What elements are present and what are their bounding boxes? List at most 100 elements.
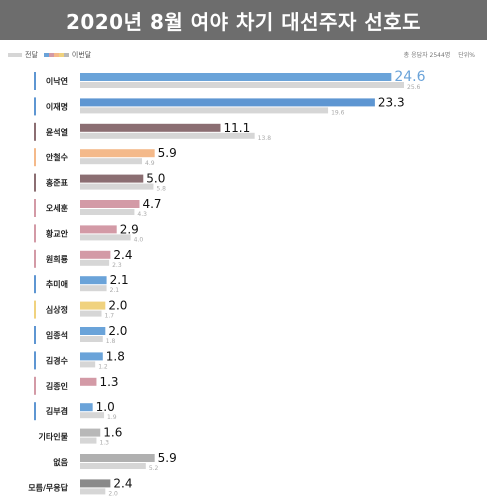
bar-current: [80, 479, 111, 488]
data-label-previous: 5.8: [156, 186, 166, 193]
data-label-previous: 2.0: [108, 490, 118, 497]
bar-current: [80, 250, 111, 259]
data-label-previous: 1.3: [99, 440, 109, 447]
data-label-current: 5.0: [146, 172, 165, 186]
data-label-current: 5.9: [158, 451, 177, 465]
category-label: 이재명: [46, 101, 68, 111]
bar-previous: [80, 412, 105, 419]
category-marker: [34, 275, 36, 294]
bar-current: [80, 174, 144, 183]
data-label-previous: 4.9: [145, 160, 155, 167]
legend-notes: 총 응답자 2544명 단위%: [398, 50, 475, 59]
bar-previous: [80, 310, 102, 317]
data-label-current: 1.8: [106, 349, 125, 363]
category-label: 김경수: [46, 355, 69, 365]
data-label-current: 11.1: [223, 121, 250, 135]
data-label-previous: 1.7: [105, 313, 115, 320]
bar-current: [80, 73, 392, 81]
data-label-current: 2.0: [108, 299, 127, 313]
bar-previous: [80, 82, 404, 88]
category-marker: [34, 300, 36, 319]
category-label: 오세훈: [46, 203, 69, 213]
category-marker: [34, 97, 36, 116]
bar-current: [80, 352, 103, 361]
bar-current: [80, 123, 221, 132]
bar-previous: [80, 107, 329, 114]
data-label-previous: 1.9: [107, 414, 117, 421]
category-marker: [34, 199, 36, 217]
bar-previous: [80, 488, 106, 495]
legend-items: 전달 이번달: [8, 50, 91, 60]
bar-previous: [80, 437, 97, 444]
category-label: 모름/무응답: [28, 482, 68, 492]
data-label-previous: 2.1: [110, 287, 120, 294]
legend-current-swatch-gray: [63, 53, 69, 57]
bar-current: [80, 454, 155, 462]
category-marker: [34, 224, 36, 243]
legend-current-swatch-blue: [43, 53, 49, 57]
bar-current: [80, 98, 375, 107]
category-label: 홍준표: [46, 178, 69, 188]
bar-previous: [80, 132, 255, 139]
data-label-current: 1.6: [103, 426, 122, 440]
bar-current: [80, 428, 101, 437]
data-label-current: 5.9: [158, 146, 177, 160]
bar-current: [80, 301, 106, 310]
category-label: 없음: [53, 457, 68, 467]
category-marker: [34, 173, 36, 192]
data-label-current: 23.3: [378, 95, 405, 109]
category-label: 윤석열: [46, 127, 68, 137]
bar-previous: [80, 259, 110, 266]
category-marker: [34, 72, 36, 90]
bar-previous: [80, 336, 103, 342]
data-label-previous: 4.3: [137, 211, 147, 218]
category-label: 이낙연: [46, 76, 68, 86]
category-label: 임종석: [46, 330, 68, 340]
legend-previous-label: 전달: [25, 51, 38, 59]
data-label-previous: 19.6: [331, 109, 345, 116]
legend-previous-swatch: [8, 53, 22, 57]
category-label: 원희룡: [46, 254, 69, 264]
legend-current-swatch-yellow: [58, 53, 64, 57]
category-marker: [34, 148, 36, 167]
data-label-previous: 5.2: [149, 465, 159, 472]
data-label-previous: 25.6: [407, 84, 421, 91]
category-label: 김부겸: [46, 406, 68, 416]
category-label: 추미애: [46, 279, 68, 289]
category-label: 심상정: [46, 305, 68, 315]
legend-current-label: 이번달: [71, 51, 92, 59]
category-marker: [34, 122, 36, 141]
category-label: 황교안: [46, 228, 69, 238]
data-label-previous: 1.8: [106, 338, 116, 345]
category-marker: [34, 249, 36, 268]
bar-previous: [80, 183, 154, 190]
category-marker: [34, 351, 36, 370]
unit-note: 단위%: [458, 52, 475, 59]
bar-current: [80, 377, 97, 386]
bar-current: [80, 149, 155, 158]
data-label-previous: 13.8: [258, 135, 272, 142]
category-marker: [34, 402, 36, 421]
respondents-note: 총 응답자 2544명: [403, 52, 451, 59]
bar-current: [80, 403, 93, 412]
data-label-current: 24.6: [394, 69, 425, 85]
bar-previous: [80, 361, 96, 368]
bar-current: [80, 327, 106, 335]
data-label-previous: 1.2: [98, 363, 108, 370]
data-label-previous: 4.0: [134, 236, 144, 243]
bar-previous: [80, 209, 135, 215]
category-label: 안철수: [46, 152, 69, 162]
data-label-current: 2.4: [113, 476, 132, 490]
data-label-current: 2.1: [110, 273, 129, 287]
chart-title: 2020년 8월 여야 차기 대선주자 선호도: [0, 0, 487, 40]
data-label-previous: 2.3: [112, 262, 122, 269]
category-label: 김종인: [46, 381, 68, 391]
bar-previous: [80, 285, 107, 292]
category-marker: [34, 376, 36, 395]
data-label-current: 1.0: [96, 400, 115, 414]
bar-previous: [80, 463, 146, 469]
bar-previous: [80, 234, 131, 241]
legend-current-swatch-orange: [53, 53, 59, 57]
legend: 전달 이번달 총 응답자 2544명 단위%: [0, 44, 487, 62]
